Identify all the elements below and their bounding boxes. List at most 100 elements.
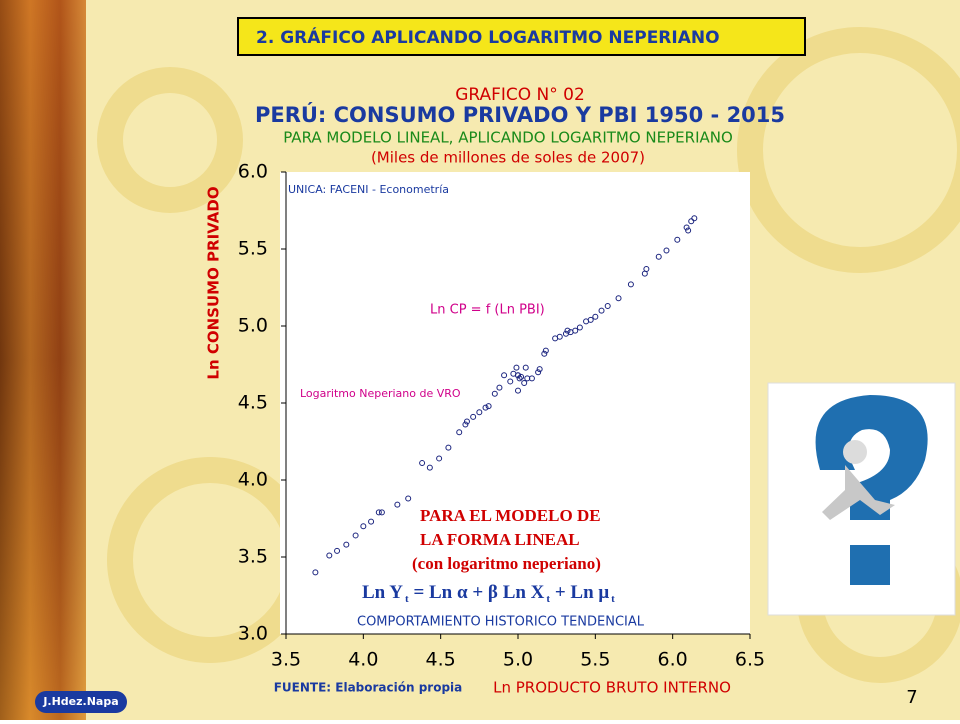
question-image xyxy=(767,382,956,616)
point xyxy=(482,404,489,411)
point xyxy=(394,501,401,508)
model-note: (con logaritmo neperiano) xyxy=(412,554,601,573)
plot-area xyxy=(280,172,750,634)
annotation: Logaritmo Neperiano de VRO xyxy=(300,387,461,400)
chart-number: GRAFICO N° 02 xyxy=(455,85,585,105)
formula-part: Ln Y xyxy=(362,582,403,603)
point xyxy=(405,495,412,502)
point xyxy=(419,460,426,467)
annotation: COMPORTAMIENTO HISTORICO TENDENCIAL xyxy=(357,615,645,630)
x-tick-label: 6.0 xyxy=(658,649,688,671)
point xyxy=(491,390,498,397)
formula-subscript: t xyxy=(611,593,615,605)
y-tick-label: 5.5 xyxy=(238,238,268,260)
point xyxy=(485,403,492,410)
point xyxy=(312,569,319,576)
point xyxy=(643,266,650,273)
point xyxy=(535,369,542,376)
point xyxy=(368,518,375,525)
y-tick-label: 3.5 xyxy=(238,546,268,568)
point xyxy=(343,541,350,548)
x-tick-label: 4.5 xyxy=(426,649,456,671)
point xyxy=(375,509,382,516)
x-tick-label: 4.0 xyxy=(348,649,378,671)
chart-subtitle: PARA MODELO LINEAL, APLICANDO LOGARITMO … xyxy=(283,129,733,147)
x-tick-label: 6.5 xyxy=(735,649,765,671)
point xyxy=(436,455,443,462)
point xyxy=(691,215,698,222)
annotation: UNICA: FACENI - Econometría xyxy=(288,183,449,196)
x-tick-label: 5.0 xyxy=(503,649,533,671)
chart-units: (Miles de millones de soles de 2007) xyxy=(371,149,645,167)
point xyxy=(556,333,563,340)
formula-subscript: t xyxy=(546,593,550,605)
formula-part: = Ln α + β Ln X xyxy=(409,582,545,603)
slide-title: 2. GRÁFICO APLICANDO LOGARITMO NEPERIANO xyxy=(256,26,720,48)
point xyxy=(513,364,520,371)
point xyxy=(334,547,341,554)
point xyxy=(615,295,622,302)
y-tick-label: 6.0 xyxy=(238,161,268,183)
point xyxy=(518,373,525,380)
point xyxy=(627,281,634,288)
left-strip-overlay xyxy=(0,0,86,720)
slide-title-box xyxy=(237,17,806,56)
point xyxy=(674,236,681,243)
point xyxy=(501,372,508,379)
author-badge: J.Hdez.Napa xyxy=(35,691,127,713)
point xyxy=(542,347,549,354)
y-tick-label: 3.0 xyxy=(238,623,268,645)
source: FUENTE: Elaboración propia xyxy=(274,681,463,695)
point xyxy=(515,387,521,394)
y-tick-label: 5.0 xyxy=(238,315,268,337)
x-axis-label: Ln PRODUCTO BRUTO INTERNO xyxy=(493,679,731,697)
point xyxy=(521,379,528,386)
point xyxy=(598,307,605,314)
author: J.Hdez.Napa xyxy=(42,695,118,708)
point xyxy=(496,384,503,391)
point xyxy=(541,350,548,357)
formula-part: + Ln μ xyxy=(550,582,609,603)
y-tick-label: 4.5 xyxy=(238,392,268,414)
point xyxy=(604,302,611,309)
page-number: 7 xyxy=(906,687,917,708)
point xyxy=(470,413,477,420)
point xyxy=(456,429,463,436)
point xyxy=(685,227,692,234)
x-tick-label: 5.5 xyxy=(580,649,610,671)
y-axis-label: Ln CONSUMO PRIVADO xyxy=(205,186,223,379)
point xyxy=(516,375,523,382)
chart-title: PERÚ: CONSUMO PRIVADO Y PBI 1950 - 2015 xyxy=(255,102,785,127)
point xyxy=(462,421,469,428)
y-tick-label: 4.0 xyxy=(238,469,268,491)
model-note: PARA EL MODELO DE xyxy=(420,506,601,525)
point xyxy=(352,532,359,539)
point xyxy=(587,316,594,323)
point xyxy=(592,313,599,320)
point xyxy=(515,372,521,379)
model-note: LA FORMA LINEAL xyxy=(420,530,580,549)
point xyxy=(463,418,470,425)
formula-subscript: t xyxy=(405,593,409,605)
point xyxy=(572,327,579,334)
point xyxy=(326,552,333,559)
point xyxy=(683,224,690,231)
point xyxy=(524,375,531,382)
point xyxy=(378,509,385,516)
point xyxy=(426,464,433,471)
point xyxy=(507,378,514,385)
point xyxy=(536,366,543,373)
point xyxy=(476,409,483,416)
point xyxy=(655,253,662,260)
point xyxy=(360,523,367,530)
point xyxy=(564,327,571,334)
point xyxy=(445,444,452,451)
annotation: Ln CP = f (Ln PBI) xyxy=(430,303,545,318)
point xyxy=(522,364,529,371)
point xyxy=(576,324,583,331)
point xyxy=(688,218,695,225)
point xyxy=(663,247,670,254)
x-tick-label: 3.5 xyxy=(271,649,301,671)
